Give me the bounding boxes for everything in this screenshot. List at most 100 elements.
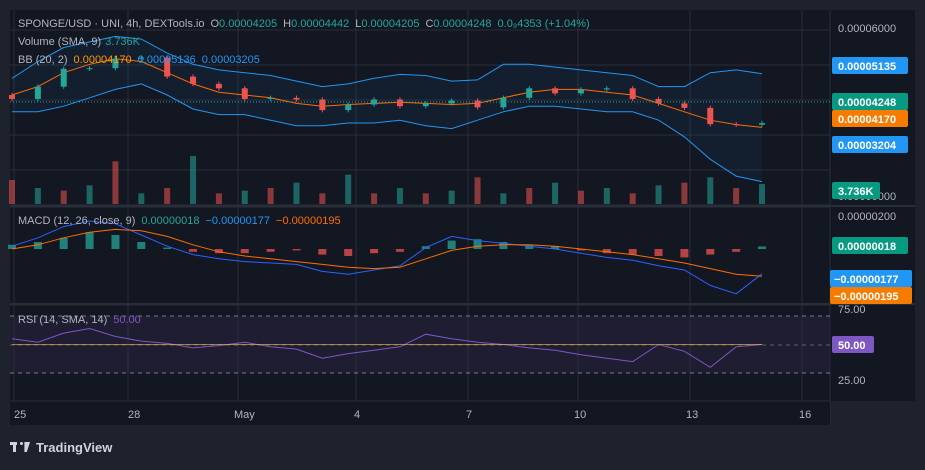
rsi-tag: 50.00 — [832, 336, 874, 353]
candle-body — [345, 104, 352, 111]
candle-body — [759, 123, 765, 125]
macd-histogram-bar — [240, 249, 249, 254]
volume-bar — [500, 193, 507, 204]
brand-label: TradingView — [36, 439, 113, 455]
volume-bar — [681, 182, 688, 204]
bb-upper-tag: 0.00005135 — [832, 57, 908, 74]
grid — [10, 10, 830, 401]
volume-bar — [293, 182, 300, 204]
candle-body — [733, 124, 740, 126]
bb-lower-tag: 0.00003204 — [832, 136, 908, 153]
candle-body — [371, 99, 378, 105]
volume-bar — [345, 174, 352, 204]
macd-histogram-bar — [33, 242, 42, 249]
candle-body — [707, 107, 714, 125]
candle-body — [681, 103, 688, 108]
candle-body — [552, 88, 559, 94]
candle-body — [138, 57, 145, 59]
tradingview-brand[interactable]: TradingView — [10, 438, 112, 456]
bollinger-bands — [11, 35, 763, 183]
rsi-pane[interactable] — [10, 306, 830, 401]
volume-bar — [577, 190, 584, 204]
volume-bar — [86, 185, 93, 204]
macd-histogram-bar — [85, 232, 94, 249]
candle-body — [396, 99, 403, 107]
volume-bar — [422, 193, 429, 204]
candle-body — [474, 100, 481, 108]
candle-body — [60, 68, 67, 87]
volume-bar — [474, 177, 481, 204]
svg-text:0.00003204: 0.00003204 — [838, 140, 897, 152]
candle-body — [629, 88, 636, 99]
volume-bar — [733, 188, 740, 204]
rsi-tick: 25.00 — [838, 375, 866, 387]
macd-plot — [8, 220, 766, 295]
volume-bar — [707, 177, 714, 204]
macd-histogram-bar — [370, 249, 379, 254]
volume-bar — [215, 193, 222, 204]
volume-bar — [371, 193, 378, 204]
macd-histogram-bar — [137, 242, 146, 249]
close-price-tag: 0.00004248 — [832, 93, 908, 110]
macd-histogram-bar — [602, 249, 611, 254]
volume-bar — [241, 190, 248, 204]
legend-rsi: RSI (14, SMA, 14) 50.00 — [18, 314, 141, 326]
volume-bar — [396, 188, 403, 204]
time-label: 4 — [354, 409, 360, 421]
macd-hist-tag: 0.00000018 — [832, 237, 908, 254]
macd-histogram-bar — [214, 249, 223, 254]
volume-bar — [759, 184, 765, 204]
legend-volume: Volume (SMA, 9) 3.736K — [18, 36, 141, 48]
volume-bar — [190, 156, 197, 204]
macd-histogram-bar — [654, 249, 663, 256]
candle-body — [293, 97, 300, 100]
macd-histogram-bar — [499, 242, 508, 249]
candle-body — [215, 83, 222, 89]
candle-body — [577, 89, 584, 94]
time-label: 25 — [14, 409, 26, 421]
volume-bar — [60, 190, 67, 204]
rsi-tick: 75.00 — [838, 304, 866, 316]
macd-signal-line — [11, 228, 763, 277]
macd-histogram-bar — [706, 249, 715, 255]
volume-bar — [526, 188, 533, 204]
rsi-plot — [11, 327, 763, 368]
bb-lower-line — [12, 83, 763, 183]
volume-bar — [9, 180, 15, 204]
svg-text:−0.00000195: −0.00000195 — [834, 291, 899, 303]
volume-bar — [267, 188, 274, 204]
bb-fill — [12, 36, 762, 182]
volume-bar — [448, 190, 455, 204]
legend-macd: MACD (12, 26, close, 9) 0.00000018 −0.0000… — [18, 215, 341, 227]
macd-histogram-bar — [292, 249, 301, 251]
candle-body — [9, 95, 15, 99]
macd-histogram-bar — [8, 244, 16, 249]
macd-histogram-bar — [59, 237, 68, 249]
time-axis[interactable] — [10, 401, 830, 425]
volume-bar — [655, 185, 662, 204]
candle-body — [112, 58, 119, 69]
candle-body — [500, 97, 507, 108]
macd-tick: 0.00000200 — [838, 211, 896, 223]
price-tick: 0.00006000 — [838, 23, 896, 35]
macd-pane[interactable] — [10, 208, 830, 303]
macd-histogram-bar — [473, 239, 482, 249]
tradingview-logo-icon — [10, 441, 30, 453]
macd-histogram-bar — [576, 249, 585, 251]
volume-bars — [9, 156, 765, 204]
macd-histogram-bar — [266, 249, 275, 252]
bb-basis-line — [11, 58, 763, 128]
time-label: 10 — [574, 409, 586, 421]
time-label: May — [234, 409, 255, 421]
time-label: 7 — [466, 409, 472, 421]
candle-body — [603, 88, 610, 90]
volume-bar — [319, 193, 326, 204]
volume-tag: 3.736K — [832, 182, 880, 199]
macd-histogram-bar — [680, 249, 689, 258]
bb-upper-line — [11, 35, 763, 88]
macd-histogram-bar — [758, 246, 766, 249]
volume-bar — [138, 193, 145, 204]
rsi-line — [11, 327, 763, 368]
